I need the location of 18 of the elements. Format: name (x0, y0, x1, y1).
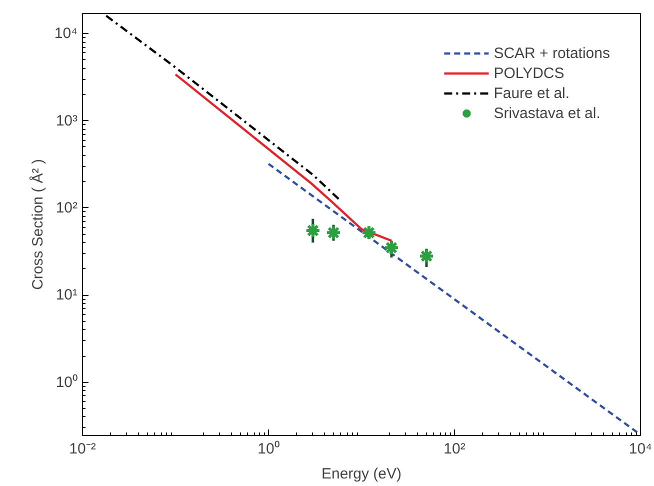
x-axis-title: Energy (eV) (321, 466, 402, 482)
y-tick-label: 10³ (56, 112, 78, 130)
y-tick-label: 10⁰ (56, 374, 78, 391)
y-tick-label: 10² (56, 199, 78, 216)
legend-label: Srivastava et al. (494, 104, 600, 123)
x-tick-label: 10⁰ (258, 440, 280, 458)
point (304, 222, 321, 239)
y-tick-label: 10¹ (56, 286, 78, 304)
legend-label: Faure et al. (494, 84, 570, 103)
y-axis-title: Cross Section ( Å² ) (28, 159, 46, 290)
point (360, 224, 377, 241)
y-tick-label: 10⁴ (54, 25, 78, 42)
x-tick-label: 10⁻² (69, 440, 96, 458)
legend-label: SCAR + rotations (494, 44, 610, 63)
point (418, 248, 435, 264)
legend-label: POLYDCS (494, 64, 564, 83)
x-tick-label: 10² (444, 440, 466, 458)
x-tick-label: 10⁴ (628, 440, 652, 458)
